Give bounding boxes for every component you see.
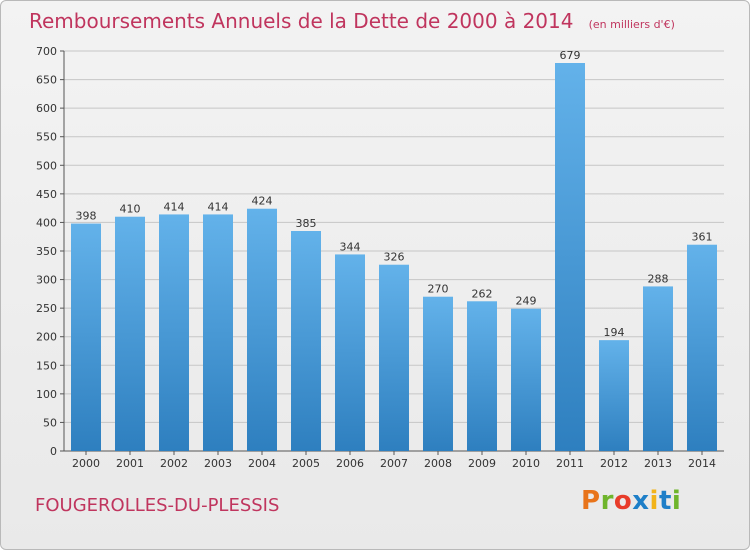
x-tick-label: 2005 [292, 457, 320, 470]
logo-letter: i [649, 486, 659, 516]
y-tick-label: 550 [36, 131, 57, 144]
chart-unit-text: (en milliers d'€) [588, 18, 675, 31]
bar [643, 286, 673, 451]
bar-value-label: 424 [252, 195, 273, 208]
y-tick-label: 250 [36, 302, 57, 315]
y-tick-label: 500 [36, 159, 57, 172]
x-tick-label: 2003 [204, 457, 232, 470]
logo-letter: t [658, 486, 672, 516]
bar-value-label: 414 [164, 200, 185, 213]
chart-title-text: Remboursements Annuels de la Dette de 20… [29, 9, 574, 33]
y-tick-label: 100 [36, 388, 57, 401]
logo-letter: o [613, 486, 633, 516]
bar-value-label: 410 [120, 203, 141, 216]
x-tick-label: 2004 [248, 457, 276, 470]
bar-value-label: 288 [648, 272, 669, 285]
bar [335, 254, 365, 451]
y-tick-label: 350 [36, 245, 57, 258]
bar [71, 223, 101, 451]
x-tick-label: 2001 [116, 457, 144, 470]
bar-value-label: 194 [604, 326, 625, 339]
bar [687, 244, 717, 451]
y-tick-label: 450 [36, 188, 57, 201]
x-tick-label: 2008 [424, 457, 452, 470]
bar [203, 214, 233, 451]
bar [115, 216, 145, 451]
y-tick-label: 650 [36, 74, 57, 87]
bar [511, 308, 541, 451]
x-tick-label: 2002 [160, 457, 188, 470]
bar-value-label: 414 [208, 200, 229, 213]
logo-letter: r [600, 486, 614, 516]
x-tick-label: 2007 [380, 457, 408, 470]
bar [379, 264, 409, 451]
location-name: FOUGEROLLES-DU-PLESSIS [35, 495, 280, 516]
bar-value-label: 344 [340, 240, 361, 253]
bar [599, 340, 629, 451]
bar-value-label: 398 [76, 210, 97, 223]
y-tick-label: 400 [36, 216, 57, 229]
chart-title: Remboursements Annuels de la Dette de 20… [29, 9, 675, 33]
proxiti-logo: Proxiti [581, 486, 681, 516]
y-tick-label: 50 [43, 416, 57, 429]
logo-letter: P [581, 486, 601, 516]
x-tick-label: 2006 [336, 457, 364, 470]
y-tick-label: 300 [36, 274, 57, 287]
y-tick-label: 700 [36, 45, 57, 58]
bar [423, 296, 453, 451]
x-tick-label: 2014 [688, 457, 716, 470]
bar [291, 231, 321, 451]
y-tick-label: 150 [36, 359, 57, 372]
x-tick-label: 2012 [600, 457, 628, 470]
x-tick-label: 2000 [72, 457, 100, 470]
logo-letter: i [671, 486, 682, 516]
x-tick-label: 2010 [512, 457, 540, 470]
x-tick-label: 2013 [644, 457, 672, 470]
y-tick-label: 200 [36, 331, 57, 344]
bar-value-label: 249 [516, 295, 537, 308]
y-tick-label: 0 [50, 445, 57, 458]
x-tick-label: 2011 [556, 457, 584, 470]
bar-value-label: 262 [472, 287, 493, 300]
logo-letter: x [632, 486, 650, 516]
x-tick-label: 2009 [468, 457, 496, 470]
bar [555, 63, 585, 451]
bar [247, 208, 277, 451]
bar-value-label: 385 [296, 217, 317, 230]
bar-value-label: 361 [692, 231, 713, 244]
bar [467, 301, 497, 451]
bar-value-label: 679 [560, 49, 581, 62]
bar [159, 214, 189, 451]
y-tick-label: 600 [36, 102, 57, 115]
bar-value-label: 270 [428, 283, 449, 296]
bar-value-label: 326 [384, 251, 405, 264]
